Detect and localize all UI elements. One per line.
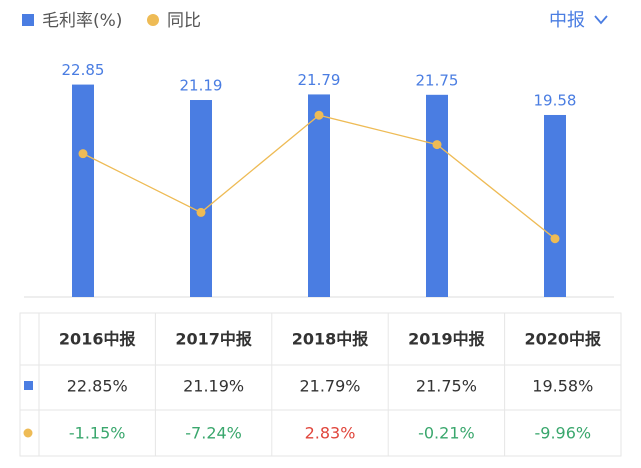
data-label: 22.85 [62, 61, 105, 79]
row-icon [23, 428, 33, 438]
bar [544, 114, 566, 297]
table-cell: 22.85% [67, 377, 128, 396]
data-label: 21.79 [298, 71, 341, 89]
table-cell: 21.79% [299, 377, 360, 396]
table-header: 2020中报 [525, 330, 602, 349]
point [314, 110, 324, 120]
table-cell: 21.75% [416, 377, 477, 396]
data-label: 21.75 [416, 71, 459, 89]
table-border [19, 312, 622, 457]
table-cell: 19.58% [532, 377, 593, 396]
table-cell: -7.24% [185, 424, 242, 443]
bar [72, 84, 94, 298]
data-label: 21.19 [180, 77, 223, 95]
legend-swatch [147, 14, 159, 26]
point [550, 234, 560, 244]
table-header: 2017中报 [175, 330, 252, 349]
bar [308, 94, 330, 297]
row-icon [24, 381, 33, 390]
table-cell: 21.19% [183, 377, 244, 396]
period-selector-label[interactable]: 中报 [549, 10, 585, 31]
table-cell: -0.21% [418, 424, 475, 443]
data-label: 19.58 [534, 91, 577, 109]
chevron[interactable] [594, 15, 608, 25]
bar [190, 100, 212, 298]
table-header: 2018中报 [292, 330, 369, 349]
table-cell: 2.83% [305, 424, 356, 443]
bar [426, 94, 448, 297]
legend-label: 毛利率(%) [42, 11, 122, 31]
period-selector[interactable]: 中报 [549, 10, 608, 31]
table-header: 2019中报 [408, 330, 485, 349]
point [196, 207, 206, 217]
point [432, 140, 442, 150]
table-cell: -9.96% [534, 424, 591, 443]
table-header: 2016中报 [59, 330, 136, 349]
table-cell: -1.15% [69, 424, 126, 443]
legend-label: 同比 [167, 11, 201, 31]
point [78, 149, 88, 159]
legend-swatch [22, 14, 34, 26]
